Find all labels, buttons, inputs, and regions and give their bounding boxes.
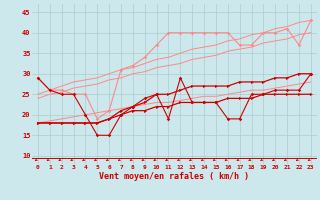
X-axis label: Vent moyen/en rafales ( km/h ): Vent moyen/en rafales ( km/h ) — [100, 172, 249, 181]
